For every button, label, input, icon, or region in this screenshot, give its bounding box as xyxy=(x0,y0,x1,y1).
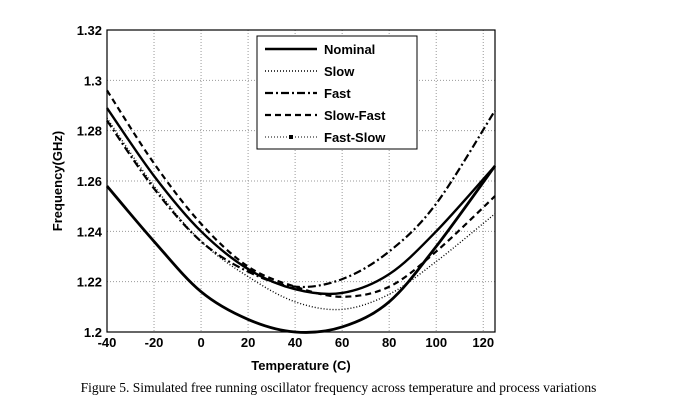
x-tick-label: 120 xyxy=(472,335,494,350)
series-line-fast xyxy=(106,109,496,289)
series-line-slow-fast xyxy=(106,89,496,298)
ticks: -40 -20 0 20 40 60 80 100 120 1.2 1.22 1.24 1.26 1.28… xyxy=(77,23,494,350)
legend-label-fast: Fast xyxy=(324,86,351,101)
y-tick-label: 1.28 xyxy=(77,124,102,139)
legend-label-nominal: Nominal xyxy=(324,42,375,57)
legend: Nominal Slow Fast Slow-Fast Fast-Slow xyxy=(256,35,418,150)
x-tick-label: 60 xyxy=(335,335,349,350)
legend-label-slow-fast: Slow-Fast xyxy=(324,108,386,123)
series-line-nominal xyxy=(106,107,496,296)
figure-caption: Figure 5. Simulated free running oscilla… xyxy=(80,380,597,395)
y-axis-label: Frequency(GHz) xyxy=(50,131,65,231)
x-tick-label: 0 xyxy=(197,335,204,350)
legend-label-slow: Slow xyxy=(324,64,355,79)
y-tick-label: 1.3 xyxy=(84,73,102,88)
y-tick-label: 1.22 xyxy=(77,275,102,290)
legend-label-fast-slow: Fast-Slow xyxy=(324,130,386,145)
series-line-slow xyxy=(106,117,496,311)
x-tick-label: -40 xyxy=(98,335,117,350)
x-tick-label: 20 xyxy=(241,335,255,350)
y-tick-label: 1.26 xyxy=(77,174,102,189)
y-tick-label: 1.32 xyxy=(77,23,102,38)
plot-frame xyxy=(106,29,496,333)
chart: -40 -20 0 20 40 60 80 100 120 1.2 1.22 1.24 1.26 1.28… xyxy=(50,23,497,373)
y-tick-label: 1.2 xyxy=(84,325,102,340)
x-tick-label: 40 xyxy=(288,335,302,350)
x-tick-label: 80 xyxy=(382,335,396,350)
x-tick-label: -20 xyxy=(145,335,164,350)
legend-marker-fast-slow xyxy=(289,135,293,139)
y-tick-label: 1.24 xyxy=(77,224,103,239)
x-tick-label: 100 xyxy=(425,335,447,350)
x-axis-label: Temperature (C) xyxy=(251,358,350,373)
